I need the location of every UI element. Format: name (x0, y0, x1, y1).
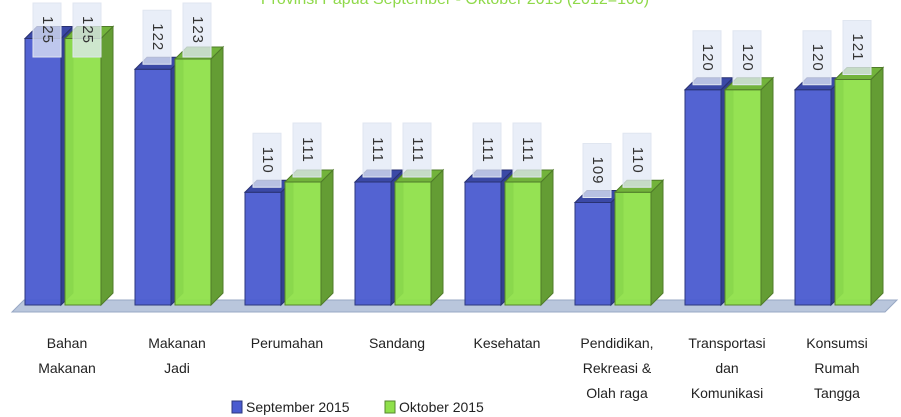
value-label-box (802, 30, 832, 86)
bar-side (760, 76, 774, 307)
bar-side (210, 45, 224, 307)
value-label-box (252, 132, 282, 188)
bar (393, 168, 445, 307)
value-label: 111 (299, 137, 316, 163)
bar (63, 25, 115, 307)
bar-front (684, 89, 722, 306)
legend-swatch (231, 400, 243, 414)
value-label: 111 (369, 137, 386, 163)
value-label: 125 (39, 16, 56, 44)
bar-front (354, 181, 392, 306)
value-label-box (582, 143, 612, 198)
legend-swatch (384, 400, 396, 414)
value-label: 111 (409, 137, 426, 163)
x-tick-label: Transportasi (688, 335, 765, 351)
bar (173, 45, 225, 307)
value-label-box (182, 2, 212, 58)
bar (613, 179, 665, 307)
x-tick-label: Perumahan (251, 335, 323, 351)
x-tick-label: Makanan (148, 335, 206, 351)
x-tick-label: Rekreasi & (583, 360, 652, 376)
value-label: 109 (589, 156, 606, 184)
value-label: 110 (629, 147, 646, 174)
bar-front (244, 191, 282, 306)
value-label-box (622, 132, 652, 188)
x-tick-label: Tangga (814, 385, 860, 401)
value-label: 110 (259, 147, 276, 174)
x-tick-label: Jadi (164, 360, 190, 376)
x-tick-label: Pendidikan, (580, 335, 653, 351)
bar-front (394, 181, 432, 306)
x-tick-label: Bahan (47, 335, 87, 351)
value-label: 120 (739, 44, 756, 72)
bar-front (614, 191, 652, 306)
value-label-box (292, 122, 322, 178)
bar-side (100, 25, 114, 307)
bar-front (174, 58, 212, 306)
bar-front (794, 89, 832, 306)
chart-title: Provinsi Papua September - Oktober 2015 … (261, 0, 649, 8)
x-tick-label: dan (715, 360, 738, 376)
value-label-box (692, 30, 722, 86)
value-label: 111 (519, 137, 536, 163)
bar-front (504, 181, 542, 306)
value-label: 125 (79, 16, 96, 44)
value-label-box (362, 122, 392, 178)
x-tick-label: Konsumsi (806, 335, 867, 351)
value-label-box (732, 30, 762, 86)
value-label-box (472, 122, 502, 178)
value-label: 120 (699, 44, 716, 72)
x-tick-label: Makanan (38, 360, 96, 376)
legend-label: September 2015 (246, 399, 350, 415)
bar-front (134, 68, 172, 306)
value-label: 121 (849, 33, 866, 61)
value-label: 120 (809, 44, 826, 72)
bar-side (430, 168, 444, 307)
value-label: 122 (149, 23, 166, 51)
bar-front (464, 181, 502, 306)
bar-front (284, 181, 322, 306)
x-tick-label: Sandang (369, 335, 425, 351)
value-label-box (72, 2, 102, 58)
value-label-box (402, 122, 432, 178)
value-label-box (32, 2, 62, 58)
bar-side (540, 168, 554, 307)
x-tick-label: Kesehatan (474, 335, 541, 351)
value-label-box (142, 9, 172, 65)
x-tick-label: Komunikasi (691, 385, 763, 401)
bar (283, 168, 335, 307)
bar (833, 66, 885, 307)
value-label: 111 (479, 137, 496, 163)
bar (723, 76, 775, 307)
value-label-box (512, 122, 542, 178)
bar-side (870, 66, 884, 307)
value-label-box (842, 20, 872, 75)
floor (10, 299, 899, 313)
legend-label: Oktober 2015 (399, 399, 484, 415)
bar (503, 168, 555, 307)
bar-side (650, 179, 664, 307)
value-label: 123 (189, 16, 206, 44)
x-tick-label: Olah raga (586, 385, 648, 401)
x-tick-label: Rumah (814, 360, 859, 376)
bar-front (574, 202, 612, 306)
bar-side (320, 168, 334, 307)
bar-front (834, 79, 872, 306)
bar-front (724, 89, 762, 306)
bar-front (64, 38, 102, 306)
bar-front (24, 38, 62, 306)
